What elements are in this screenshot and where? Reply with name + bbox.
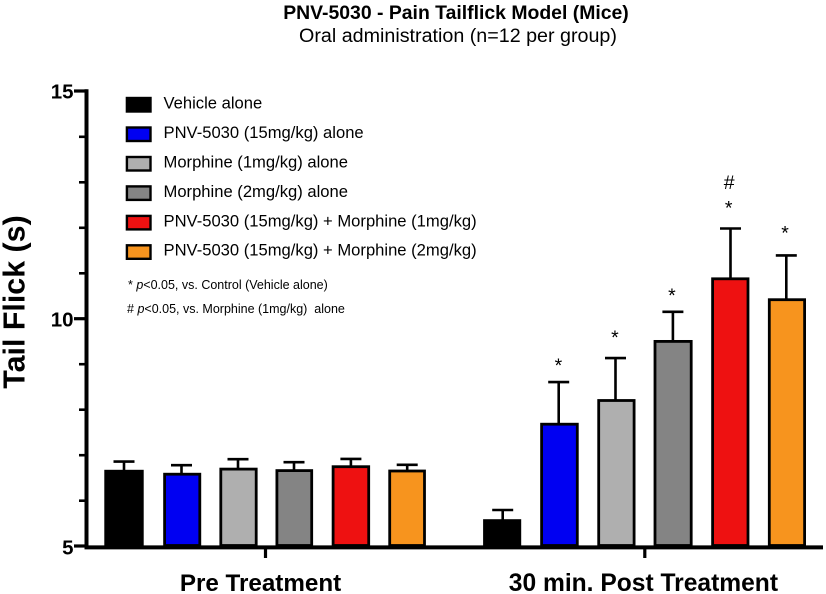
svg-text:# p<0.05, vs. Morphine (1mg/kg: # p<0.05, vs. Morphine (1mg/kg) alone xyxy=(127,302,345,316)
svg-text:*: * xyxy=(781,223,789,245)
svg-text:5: 5 xyxy=(62,537,73,560)
svg-text:10: 10 xyxy=(51,308,74,331)
svg-text:#: # xyxy=(724,172,735,194)
svg-text:Oral administration (n=12 per: Oral administration (n=12 per group) xyxy=(299,25,617,47)
svg-text:* p<0.05, vs. Control (Vehicle: * p<0.05, vs. Control (Vehicle alone) xyxy=(128,278,328,292)
svg-text:*: * xyxy=(611,327,619,349)
svg-text:PNV-5030 (15mg/kg) + Morphine: PNV-5030 (15mg/kg) + Morphine (1mg/kg) xyxy=(164,211,477,230)
svg-text:Tail Flick (s): Tail Flick (s) xyxy=(0,215,32,388)
svg-text:15: 15 xyxy=(51,80,74,103)
svg-text:30 min. Post Treatment: 30 min. Post Treatment xyxy=(509,570,778,594)
svg-text:*: * xyxy=(668,285,676,307)
svg-text:PNV-5030 (15mg/kg) alone: PNV-5030 (15mg/kg) alone xyxy=(164,123,364,142)
svg-text:Morphine (1mg/kg) alone: Morphine (1mg/kg) alone xyxy=(164,153,348,172)
svg-text:*: * xyxy=(555,355,563,377)
svg-text:Pre Treatment: Pre Treatment xyxy=(180,570,341,594)
svg-text:Morphine (2mg/kg) alone: Morphine (2mg/kg) alone xyxy=(164,182,348,201)
svg-text:*: * xyxy=(725,198,733,220)
svg-text:Vehicle alone: Vehicle alone xyxy=(164,94,263,113)
svg-text:PNV-5030 - Pain Tailflick Mode: PNV-5030 - Pain Tailflick Model (Mice) xyxy=(283,2,629,24)
svg-text:PNV-5030 (15mg/kg) + Morphine: PNV-5030 (15mg/kg) + Morphine (2mg/kg) xyxy=(164,241,477,260)
